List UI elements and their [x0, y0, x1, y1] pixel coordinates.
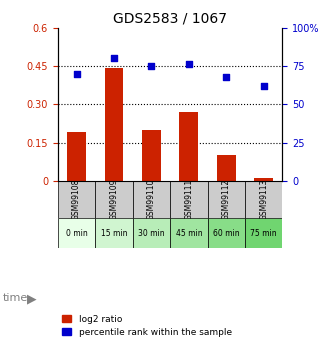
Bar: [142, 130, 161, 181]
Title: GDS2583 / 1067: GDS2583 / 1067: [113, 11, 227, 25]
Text: GSM99109: GSM99109: [109, 179, 118, 220]
Point: [186, 62, 191, 67]
Text: 60 min: 60 min: [213, 229, 239, 238]
Text: GSM99113: GSM99113: [259, 179, 268, 220]
Bar: [105, 69, 123, 181]
FancyBboxPatch shape: [133, 181, 170, 218]
Text: ▶: ▶: [27, 292, 37, 305]
Text: GSM99112: GSM99112: [222, 179, 231, 220]
Text: GSM99110: GSM99110: [147, 179, 156, 220]
FancyBboxPatch shape: [170, 218, 208, 248]
Text: time: time: [3, 294, 29, 303]
Bar: [67, 132, 86, 181]
Text: 0 min: 0 min: [65, 229, 87, 238]
FancyBboxPatch shape: [208, 218, 245, 248]
Bar: [179, 112, 198, 181]
FancyBboxPatch shape: [58, 218, 95, 248]
FancyBboxPatch shape: [133, 218, 170, 248]
Text: 15 min: 15 min: [101, 229, 127, 238]
FancyBboxPatch shape: [170, 181, 208, 218]
Text: 75 min: 75 min: [250, 229, 277, 238]
Point: [74, 71, 79, 76]
Point: [261, 83, 266, 89]
FancyBboxPatch shape: [95, 218, 133, 248]
Legend: log2 ratio, percentile rank within the sample: log2 ratio, percentile rank within the s…: [62, 315, 232, 337]
Point: [111, 56, 117, 61]
FancyBboxPatch shape: [95, 181, 133, 218]
FancyBboxPatch shape: [58, 181, 95, 218]
FancyBboxPatch shape: [208, 181, 245, 218]
Bar: [217, 155, 236, 181]
Point: [149, 63, 154, 69]
Text: 45 min: 45 min: [176, 229, 202, 238]
Point: [224, 74, 229, 79]
Text: GSM99108: GSM99108: [72, 179, 81, 220]
FancyBboxPatch shape: [245, 181, 282, 218]
FancyBboxPatch shape: [245, 218, 282, 248]
Text: 30 min: 30 min: [138, 229, 165, 238]
Text: GSM99111: GSM99111: [184, 179, 193, 220]
Bar: [254, 178, 273, 181]
